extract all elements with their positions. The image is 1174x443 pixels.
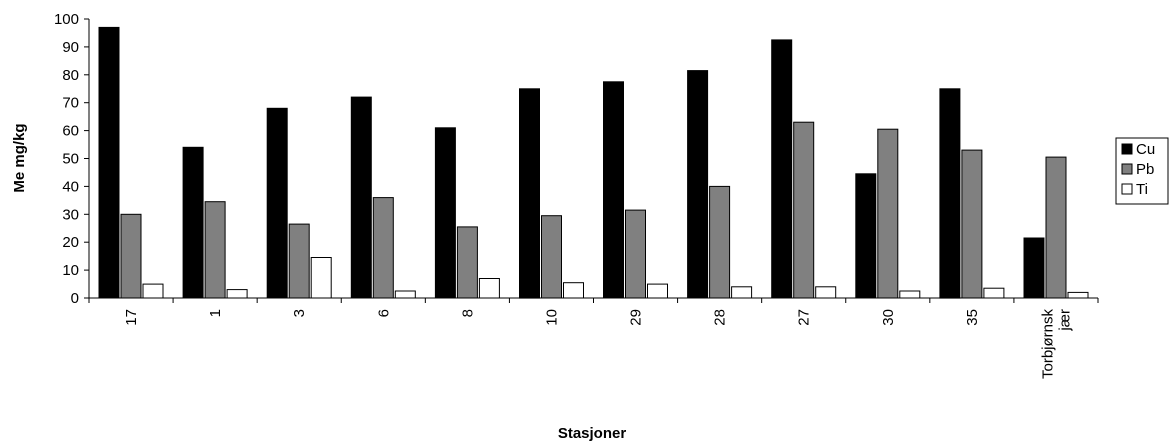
x-tick-label-line: 27 xyxy=(796,309,813,326)
bar-ti-5 xyxy=(478,278,500,299)
x-tick-label-8: 28 xyxy=(712,309,729,326)
x-axis-title: Stasjoner xyxy=(558,425,627,442)
y-tick-label-90: 90 xyxy=(62,39,79,56)
legend: Cu Pb Ti xyxy=(1115,137,1169,205)
bar-cu-9 xyxy=(771,39,793,299)
y-axis-title: Me mg/kg xyxy=(11,123,28,192)
bar-cu-7 xyxy=(603,81,624,299)
x-tick-label-line: 1 xyxy=(207,309,224,317)
y-tick-label-10: 10 xyxy=(62,262,79,279)
legend-swatch-ti xyxy=(1121,183,1133,195)
y-tick-label-80: 80 xyxy=(62,67,79,84)
bar-cu-6 xyxy=(519,88,540,299)
y-tick-label-70: 70 xyxy=(62,95,79,112)
bar-pb-6 xyxy=(541,215,562,299)
bar-cu-8 xyxy=(687,70,709,299)
bar-pb-7 xyxy=(625,209,646,299)
legend-label-cu: Cu xyxy=(1136,141,1155,158)
bars-layer xyxy=(98,26,1089,299)
bar-pb-9 xyxy=(793,121,815,299)
y-tick-label-0: 0 xyxy=(71,290,79,307)
y-tick-label-20: 20 xyxy=(62,234,79,251)
bar-pb-1 xyxy=(120,213,142,299)
bar-pb-10 xyxy=(877,128,899,299)
x-tick-label-10: 30 xyxy=(880,309,897,326)
x-tick-label-line: jær xyxy=(1056,309,1073,332)
legend-swatch-cu xyxy=(1121,143,1133,155)
bar-ti-4 xyxy=(394,290,416,299)
x-tick-label-5: 8 xyxy=(459,309,476,317)
bar-cu-4 xyxy=(350,96,372,299)
bar-ti-2 xyxy=(226,289,248,299)
x-tick-label-line: 3 xyxy=(291,309,308,317)
x-tick-label-1: 17 xyxy=(123,309,140,326)
bar-pb-8 xyxy=(709,185,731,299)
bar-pb-4 xyxy=(372,197,394,299)
bar-ti-9 xyxy=(815,286,837,299)
x-tick-label-4: 6 xyxy=(375,309,392,317)
x-tick-label-3: 3 xyxy=(291,309,308,317)
x-tick-label-line: 8 xyxy=(459,309,476,317)
bar-ti-1 xyxy=(142,283,164,299)
bar-ti-11 xyxy=(983,287,1005,299)
x-tick-label-11: 35 xyxy=(964,309,981,326)
bar-ti-7 xyxy=(647,283,668,299)
x-tick-label-line: 10 xyxy=(543,309,560,326)
y-tick-label-40: 40 xyxy=(62,178,79,195)
bar-pb-3 xyxy=(288,223,310,299)
bar-ti-3 xyxy=(310,257,332,299)
bar-cu-12 xyxy=(1023,237,1045,299)
bar-cu-2 xyxy=(182,146,204,299)
bar-ti-12 xyxy=(1067,291,1089,299)
axes-layer: 0 10 20 30 40 50 60 70 80 90 100 17 1 3 6 8 10 29 28 27 30 35… xyxy=(54,11,1099,380)
x-tick-label-9: 27 xyxy=(796,309,813,326)
bar-ti-8 xyxy=(731,286,753,299)
x-tick-label-7: 29 xyxy=(628,309,645,326)
bar-ti-6 xyxy=(563,282,584,299)
bar-pb-2 xyxy=(204,201,226,299)
y-tick-label-60: 60 xyxy=(62,123,79,140)
bar-pb-5 xyxy=(456,226,478,299)
bar-pb-11 xyxy=(961,149,983,299)
x-tick-label-line: 29 xyxy=(628,309,645,326)
bar-ti-10 xyxy=(899,290,921,299)
x-tick-label-line: 35 xyxy=(964,309,981,326)
x-tick-label-2: 1 xyxy=(207,309,224,317)
legend-label-ti: Ti xyxy=(1136,181,1148,198)
bar-cu-5 xyxy=(434,127,456,299)
x-tick-label-line: 30 xyxy=(880,309,897,326)
legend-swatch-pb xyxy=(1121,163,1133,175)
y-tick-label-100: 100 xyxy=(54,11,79,28)
x-tick-label-6: 10 xyxy=(543,309,560,326)
y-tick-label-30: 30 xyxy=(62,206,79,223)
bar-cu-10 xyxy=(855,173,877,299)
x-tick-label-line: 17 xyxy=(123,309,140,326)
x-tick-label-line: Torbjørnsk xyxy=(1039,309,1056,380)
x-tick-label-line: 28 xyxy=(712,309,729,326)
x-tick-label-line: 6 xyxy=(375,309,392,317)
bar-cu-3 xyxy=(266,107,288,299)
bar-cu-11 xyxy=(939,88,961,299)
y-tick-label-50: 50 xyxy=(62,151,79,168)
bar-pb-12 xyxy=(1045,156,1067,299)
bar-cu-1 xyxy=(98,26,120,299)
legend-label-pb: Pb xyxy=(1136,161,1154,178)
x-tick-label-12: Torbjørnskjær xyxy=(1039,309,1073,380)
